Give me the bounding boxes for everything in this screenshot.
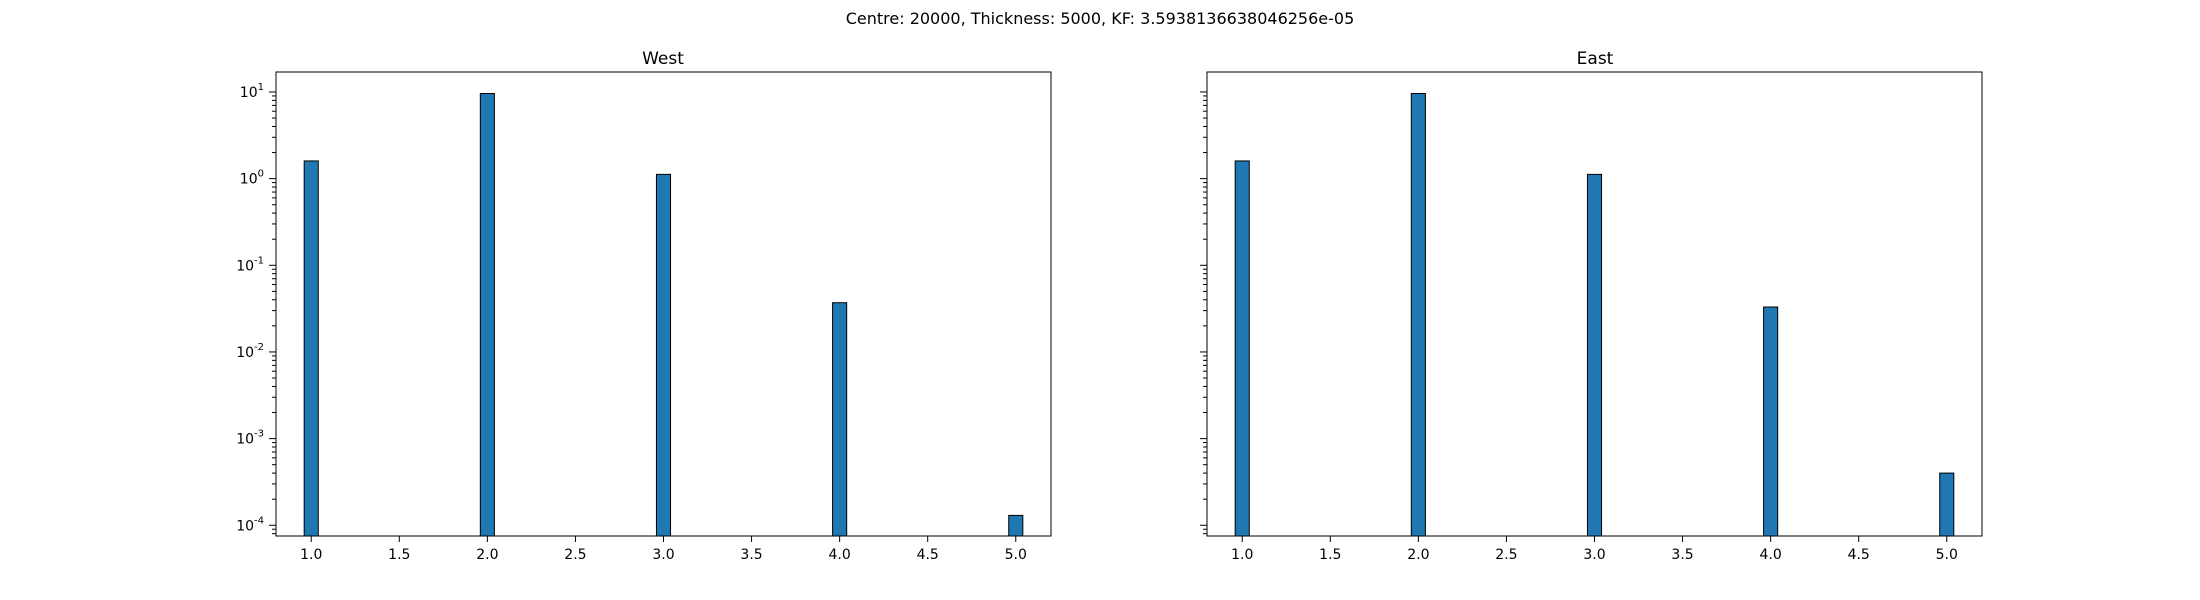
east-bar [1410, 93, 1426, 537]
west-y-tick-label: 101 [240, 82, 264, 101]
west-x-tick-label: 4.0 [829, 547, 851, 563]
east-x-tick-label: 3.0 [1583, 547, 1605, 563]
west-y-tick-label: 10-1 [236, 255, 264, 274]
west-x-tick-label: 4.5 [917, 547, 939, 563]
east-x-tick-label: 4.0 [1760, 547, 1782, 563]
west-bar [655, 173, 672, 537]
east-x-tick-label: 3.5 [1671, 547, 1693, 563]
west-bar [832, 302, 848, 537]
west-x-tick-label: 3.0 [652, 547, 674, 563]
west-bars [303, 93, 1024, 537]
west-x-tick-label: 2.0 [476, 547, 498, 563]
east-x-tick-label: 2.0 [1407, 547, 1429, 563]
west-y-tick-label: 10-3 [236, 429, 264, 448]
west-x-tick-label: 2.5 [564, 547, 586, 563]
east-x-tick-label: 4.5 [1848, 547, 1870, 563]
east-x-axis: 1.0 1.5 2.0 2.5 3.0 3.5 4.0 4.5 5.0 [1231, 536, 1958, 563]
figure-suptitle: Centre: 20000, Thickness: 5000, KF: 3.59… [846, 9, 1355, 28]
west-y-tick-label: 10-2 [236, 342, 264, 361]
west-bar [479, 93, 495, 537]
east-x-tick-label: 1.5 [1319, 547, 1341, 563]
west-plot-frame [275, 71, 1052, 537]
east-x-tick-label: 2.5 [1495, 547, 1517, 563]
east-subplot-title: East [1577, 49, 1614, 69]
west-y-tick-label: 10-4 [236, 515, 264, 534]
west-y-tick-label: 100 [240, 169, 264, 188]
west-bar [1008, 514, 1024, 537]
west-subplot-title: West [642, 49, 684, 69]
east-bars [1234, 93, 1955, 537]
west-x-axis: 1.0 1.5 2.0 2.5 3.0 3.5 4.0 4.5 5.0 [300, 536, 1027, 563]
west-x-tick-label: 3.5 [740, 547, 762, 563]
west-x-tick-label: 1.5 [388, 547, 410, 563]
east-bar [1939, 472, 1955, 537]
east-plot-frame [1206, 71, 1983, 537]
east-bar [1234, 160, 1250, 537]
west-subplot: West 10-4 10-3 10-2 10-1 100 101 1.0 1.5 2.0 2.5… [236, 49, 1052, 563]
west-y-axis: 10-4 10-3 10-2 10-1 100 101 [236, 82, 276, 534]
east-x-tick-label: 5.0 [1936, 547, 1958, 563]
east-subplot: East 1.0 1.5 2.0 2.5 3.0 3.5 4.0 4.5 5.0 [1200, 49, 1983, 563]
east-bar [1586, 173, 1603, 537]
west-bar [303, 160, 319, 537]
east-bar [1763, 306, 1779, 537]
west-x-tick-label: 1.0 [300, 547, 322, 563]
east-y-axis [1200, 91, 1207, 535]
west-x-tick-label: 5.0 [1005, 547, 1027, 563]
east-x-tick-label: 1.0 [1231, 547, 1253, 563]
